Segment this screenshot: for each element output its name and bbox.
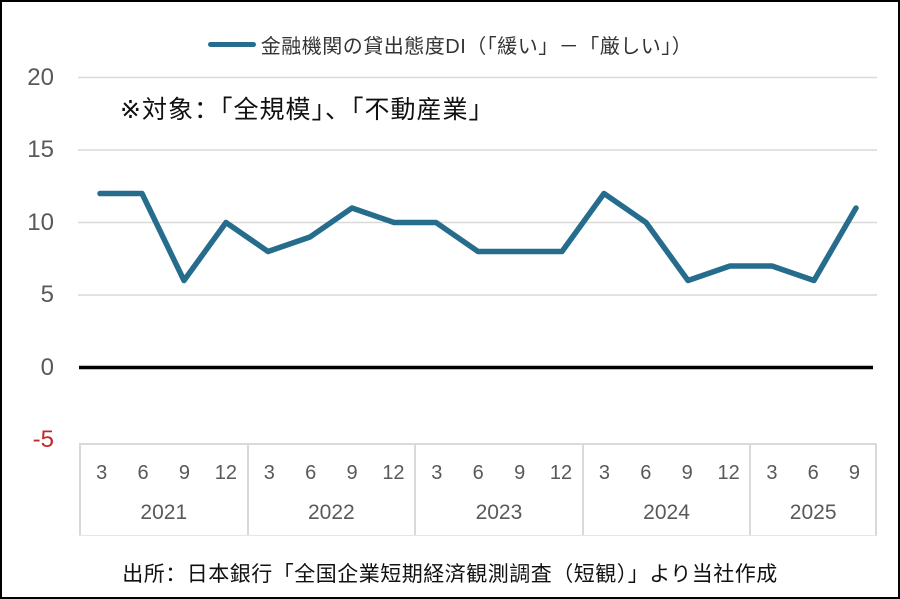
quarter-label-2021-9: 9 xyxy=(178,461,191,484)
legend-series-label: 金融機関の貸出態度DI（「緩い」－「厳しい」） xyxy=(260,36,693,58)
year-group-2023: 3 6 9 12 2023 xyxy=(414,445,582,535)
legend-line-sample xyxy=(207,42,256,47)
y-tick-label--5: -5 xyxy=(32,426,54,453)
y-tick-label-15: 15 xyxy=(27,136,54,163)
quarter-label-2024-9: 9 xyxy=(681,461,693,484)
quarter-label-2021-12: 12 xyxy=(214,461,237,484)
quarter-label-2025-9: 9 xyxy=(848,461,860,484)
quarter-label-2025-3: 3 xyxy=(766,461,778,484)
quarter-label-2021-6: 6 xyxy=(137,461,149,484)
year-group-2021: 3 6 9 12 2021 xyxy=(79,445,247,535)
quarter-label-2025-6: 6 xyxy=(807,461,819,484)
scope-annotation: ※対象：「全規模」、「不動産業」 xyxy=(120,96,495,124)
quarter-label-2024-3: 3 xyxy=(598,461,610,484)
quarter-row-2022: 3 6 9 12 xyxy=(249,445,415,501)
chart-legend: 金融機関の貸出態度DI（「緩い」－「厳しい」） xyxy=(2,30,898,59)
quarter-label-2022-9: 9 xyxy=(346,461,358,484)
year-group-2022: 3 6 9 12 2022 xyxy=(246,445,415,535)
quarter-row-2025: 3 6 9 xyxy=(751,445,875,501)
quarter-row-2023: 3 6 9 12 xyxy=(416,445,582,501)
year-label-2025: 2025 xyxy=(789,501,837,524)
year-label-2022: 2022 xyxy=(308,501,355,524)
quarter-row-2024: 3 6 9 12 xyxy=(584,445,750,501)
y-tick-label-20: 20 xyxy=(27,63,54,91)
year-group-2024: 3 6 9 12 2024 xyxy=(581,445,750,535)
quarter-label-2022-12: 12 xyxy=(382,461,405,484)
x-axis-table: 3 6 9 12 2021 3 6 9 12 2022 3 6 9 12 2023 3 6 9 12 2024 3 6 9 2… xyxy=(79,443,877,536)
quarter-label-2023-3: 3 xyxy=(431,461,443,484)
year-label-2023: 2023 xyxy=(475,501,523,524)
quarter-label-2022-3: 3 xyxy=(263,461,275,484)
quarter-row-2021: 3 6 9 12 xyxy=(81,445,247,501)
quarter-label-2021-3: 3 xyxy=(96,461,108,484)
quarter-label-2024-12: 12 xyxy=(717,461,740,484)
y-tick-label-0: 0 xyxy=(40,353,54,381)
y-tick-label-10: 10 xyxy=(27,208,54,236)
y-tick-label-5: 5 xyxy=(40,281,54,308)
quarter-label-2023-9: 9 xyxy=(514,461,526,484)
di-series-line xyxy=(97,190,859,284)
quarter-label-2022-6: 6 xyxy=(305,461,317,484)
source-note: 出所：日本銀行「全国企業短期経済観測調査（短観）」より当社作成 xyxy=(122,563,778,586)
quarter-label-2023-6: 6 xyxy=(472,461,484,484)
year-label-2021: 2021 xyxy=(140,501,188,524)
quarter-label-2024-6: 6 xyxy=(640,461,652,484)
quarter-label-2023-12: 12 xyxy=(549,461,573,484)
year-group-2025: 3 6 9 2025 xyxy=(749,445,875,535)
year-label-2024: 2024 xyxy=(643,501,690,524)
